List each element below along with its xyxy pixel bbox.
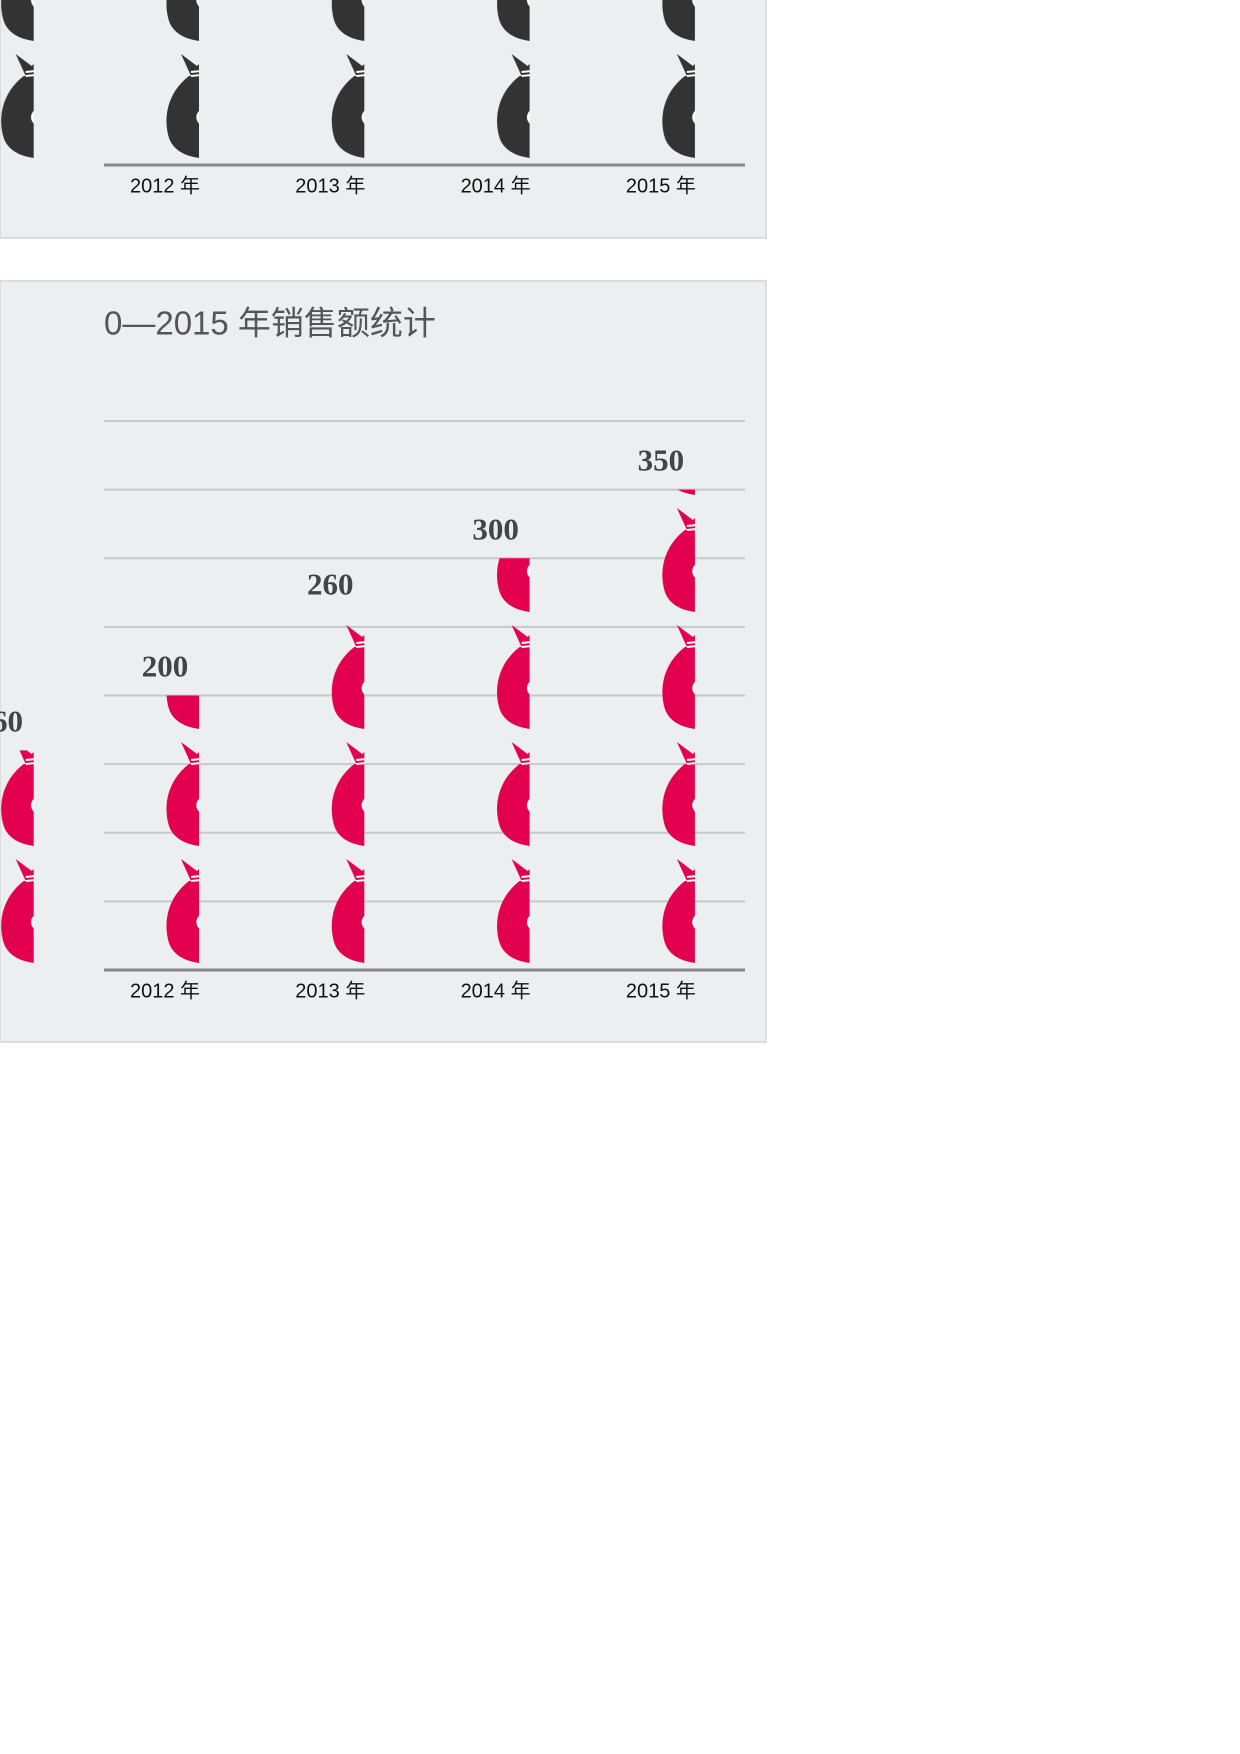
bar — [324, 0, 365, 165]
x-tick-label: 2014 年 — [461, 174, 531, 197]
chart-title: 0—2015 年销售额统计 — [104, 305, 436, 342]
x-tick-label: 2013 年 — [295, 979, 365, 1002]
bar — [654, 489, 695, 970]
panel — [0, 280, 767, 1043]
bar — [0, 750, 34, 970]
bar — [159, 0, 199, 165]
x-tick-label: 2013 年 — [295, 174, 365, 197]
x-tick-label: 2014 年 — [461, 979, 531, 1002]
value-label: 200 — [142, 649, 189, 684]
panel — [0, 0, 767, 239]
value-label: 260 — [307, 566, 354, 601]
x-tick-label: 2015 年 — [626, 979, 696, 1002]
bar — [0, 0, 34, 166]
x-tick-label: 2012 年 — [130, 979, 200, 1002]
x-tick-label: 2012 年 — [130, 174, 200, 197]
bar — [654, 0, 695, 165]
x-tick-label: 2015 年 — [626, 174, 696, 197]
bar — [324, 613, 365, 970]
value-label: 160 — [0, 704, 23, 739]
bar — [159, 695, 199, 970]
value-label: 300 — [472, 511, 519, 546]
bar — [489, 0, 530, 165]
value-label: 350 — [638, 443, 685, 478]
bar — [489, 558, 530, 970]
